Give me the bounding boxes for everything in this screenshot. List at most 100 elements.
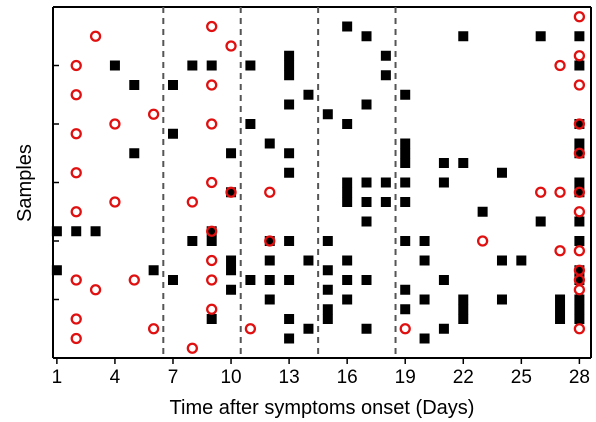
circle-point xyxy=(554,59,566,72)
square-point xyxy=(535,216,546,227)
circle-point xyxy=(573,284,586,296)
square-point xyxy=(71,226,82,237)
circle-point xyxy=(573,79,586,91)
square-point xyxy=(226,265,237,276)
square-point xyxy=(400,197,411,207)
square-point xyxy=(574,216,585,227)
square-point xyxy=(477,206,488,217)
square-point xyxy=(400,236,411,246)
square-point xyxy=(574,187,585,198)
square-point xyxy=(284,275,295,285)
circle-point xyxy=(109,196,121,208)
circle-point xyxy=(70,206,82,218)
square-point xyxy=(574,275,585,285)
square-point xyxy=(342,275,353,285)
square-point xyxy=(458,158,469,168)
circle-point xyxy=(573,245,586,257)
x-tick-label-19: 19 xyxy=(395,367,416,388)
circle-point xyxy=(109,118,121,130)
circle-point xyxy=(573,118,586,130)
circle-point xyxy=(70,332,82,345)
circle-point xyxy=(554,245,566,257)
square-point xyxy=(206,60,217,71)
square-point xyxy=(458,294,469,305)
square-point xyxy=(342,119,353,129)
square-point xyxy=(264,236,275,246)
square-point xyxy=(516,255,527,266)
circle-point xyxy=(554,186,566,198)
circle-point xyxy=(573,11,586,23)
square-point xyxy=(574,148,585,159)
square-point xyxy=(284,70,295,81)
square-point xyxy=(400,284,411,295)
circle-point xyxy=(186,196,198,208)
circle-point xyxy=(70,128,82,140)
square-point xyxy=(167,275,178,285)
square-point xyxy=(361,323,372,334)
square-point xyxy=(206,226,217,237)
square-point xyxy=(496,294,507,305)
square-point xyxy=(438,323,449,334)
square-point xyxy=(496,255,507,266)
circle-point xyxy=(70,274,82,286)
square-point xyxy=(342,197,353,207)
x-tick-label-13: 13 xyxy=(279,367,300,388)
circle-point xyxy=(206,254,218,267)
square-point xyxy=(322,314,333,324)
circle-point xyxy=(573,206,586,218)
x-axis-ticks: 1 4 7 10 13 16 19 22 25 28 xyxy=(52,358,590,388)
circle-point xyxy=(147,108,160,120)
square-point xyxy=(438,158,449,168)
circle-point xyxy=(70,313,82,325)
square-point xyxy=(400,148,411,159)
square-point xyxy=(400,177,411,188)
square-point xyxy=(322,109,333,120)
square-point xyxy=(322,284,333,295)
square-point xyxy=(574,138,585,149)
square-point xyxy=(400,304,411,315)
square-point xyxy=(555,314,566,324)
y-axis-ticks xyxy=(53,64,59,301)
square-point xyxy=(400,89,411,100)
square-point xyxy=(322,236,333,246)
square-point xyxy=(206,236,217,246)
circle-point xyxy=(147,323,160,335)
square-point xyxy=(458,31,469,42)
square-point xyxy=(419,294,430,305)
square-point xyxy=(380,177,391,188)
square-point xyxy=(284,333,295,344)
circle-point xyxy=(206,118,218,130)
square-point xyxy=(419,333,430,344)
square-point xyxy=(574,60,585,71)
circle-point xyxy=(476,235,489,247)
square-point xyxy=(361,31,372,42)
circle-point xyxy=(225,186,237,198)
circle-point xyxy=(89,30,102,42)
circle-point xyxy=(264,186,276,198)
square-point xyxy=(342,255,353,266)
square-point xyxy=(284,236,295,246)
square-point xyxy=(226,148,237,159)
square-point xyxy=(284,148,295,159)
x-tick-label-10: 10 xyxy=(220,367,241,388)
square-point xyxy=(361,177,372,188)
circle-point xyxy=(573,50,586,62)
circle-point xyxy=(206,274,218,286)
circle-point xyxy=(70,59,82,72)
square-point xyxy=(284,60,295,71)
square-point xyxy=(361,197,372,207)
square-point xyxy=(496,167,507,178)
square-point xyxy=(342,21,353,32)
square-point xyxy=(245,119,256,129)
square-point xyxy=(574,119,585,129)
square-point xyxy=(303,323,314,334)
x-tick-label-7: 7 xyxy=(168,367,179,388)
square-point xyxy=(574,265,585,276)
square-point xyxy=(245,60,256,71)
square-point xyxy=(555,304,566,315)
square-point xyxy=(438,177,449,188)
square-point xyxy=(264,275,275,285)
plot-area xyxy=(52,6,592,359)
circle-point xyxy=(206,176,218,189)
circle-point xyxy=(89,284,102,296)
